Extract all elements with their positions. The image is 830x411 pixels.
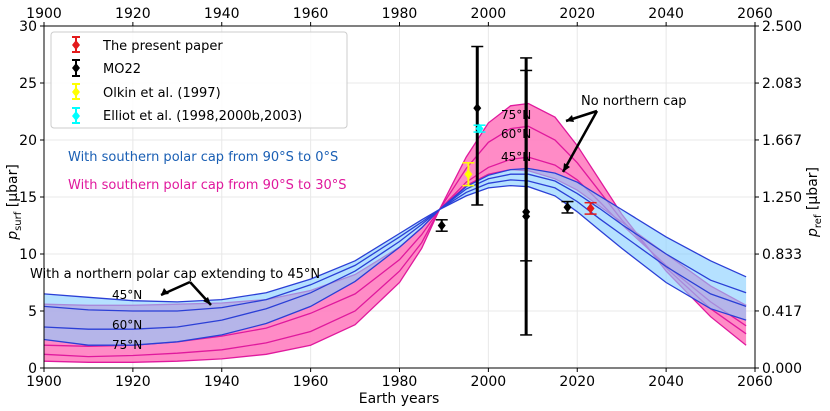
band-1-curve-upper bbox=[43, 167, 747, 303]
arrowhead-no-cap-upper bbox=[566, 115, 574, 122]
tick-label-x-top: 1960 bbox=[293, 6, 329, 22]
legend-marker-elliot bbox=[72, 111, 80, 121]
band-0-curve-75°N bbox=[43, 102, 747, 363]
tick-label-x-top: 1920 bbox=[115, 6, 151, 22]
tick-label-y-right: 0.833 bbox=[762, 247, 802, 263]
legend-marker-olkin bbox=[72, 87, 80, 97]
obs-marker-7 bbox=[475, 123, 484, 134]
annotation-north-cap: With a northern polar cap extending to 4… bbox=[30, 267, 320, 282]
y-left-label-sub: surf bbox=[13, 211, 24, 231]
y-right-label-main: p bbox=[805, 228, 821, 238]
y-right-label-sub: ref bbox=[813, 214, 824, 228]
annotation-arrows bbox=[160, 109, 599, 306]
tick-label-x-top: 1940 bbox=[204, 6, 240, 22]
y-left-label-unit: [µbar] bbox=[5, 164, 21, 212]
tick-label-x-bottom: 2020 bbox=[559, 374, 595, 390]
obs-marker-5 bbox=[586, 203, 595, 214]
label-75n-right: 75°N bbox=[501, 108, 531, 122]
legend-label-elliot: Elliot et al. (1998,2000b,2003) bbox=[103, 109, 302, 124]
y-right-label-unit: [µbar] bbox=[805, 167, 821, 215]
legend-marker-mo22 bbox=[72, 63, 80, 73]
tick-label-y-left: 30 bbox=[19, 19, 37, 35]
tick-label-x-bottom: 1960 bbox=[293, 374, 329, 390]
tick-label-x-top: 2060 bbox=[737, 6, 773, 22]
tick-label-y-left: 10 bbox=[19, 247, 37, 263]
obs-marker-0 bbox=[437, 220, 446, 231]
tick-label-x-top: 1980 bbox=[382, 6, 418, 22]
y-axis-left-label: psurf [µbar] bbox=[5, 164, 24, 241]
label-45n-left: 45°N bbox=[112, 288, 142, 302]
tick-label-y-left: 20 bbox=[19, 133, 37, 149]
model-bands bbox=[43, 102, 747, 363]
band-fill-1 bbox=[44, 168, 747, 346]
tick-label-x-bottom: 1900 bbox=[26, 374, 62, 390]
arrowhead-45n-right bbox=[203, 297, 211, 305]
tick-label-y-right: 0.000 bbox=[762, 361, 802, 377]
band-1-curve-45°N bbox=[43, 173, 747, 312]
obs-marker-3 bbox=[522, 211, 531, 222]
legend-entry-olkin: Olkin et al. (1997) bbox=[72, 83, 221, 101]
legend-box bbox=[50, 31, 348, 129]
tick-label-y-left: 5 bbox=[28, 304, 37, 320]
tick-label-y-right: 1.250 bbox=[762, 190, 802, 206]
tick-label-y-right: 1.667 bbox=[762, 133, 802, 149]
tick-label-y-left: 25 bbox=[19, 76, 37, 92]
tick-label-y-left: 0 bbox=[28, 361, 37, 377]
tick-label-x-bottom: 2040 bbox=[648, 374, 684, 390]
tick-label-x-top: 2020 bbox=[559, 6, 595, 22]
tick-label-y-right: 2.083 bbox=[762, 76, 802, 92]
tick-label-x-top: 1900 bbox=[26, 6, 62, 22]
legend: The present paper MO22 Olkin et al. (199… bbox=[50, 31, 348, 129]
y-axis-right-label: pref [µbar] bbox=[805, 167, 824, 238]
arrow-no-cap-lower bbox=[561, 110, 599, 173]
legend-label-olkin: Olkin et al. (1997) bbox=[103, 86, 221, 101]
label-75n-left: 75°N bbox=[112, 338, 142, 352]
band-1-curve-60°N bbox=[43, 179, 747, 330]
legend-marker-present bbox=[72, 40, 80, 50]
tick-label-x-bottom: 2000 bbox=[471, 374, 507, 390]
tick-label-x-bottom: 1920 bbox=[115, 374, 151, 390]
label-60n-right: 60°N bbox=[501, 127, 531, 141]
arrowhead-no-cap-lower bbox=[563, 163, 570, 172]
legend-entry-present-paper: The present paper bbox=[72, 36, 223, 54]
annotation-pink-band: With southern polar cap from 90°S to 30°… bbox=[68, 178, 346, 193]
x-axis-label: Earth years bbox=[359, 391, 440, 407]
y-left-label-main: p bbox=[5, 231, 21, 241]
curve-latitude-labels: 75°N 60°N 45°N 45°N 60°N 75°N bbox=[112, 108, 531, 352]
obs-marker-4 bbox=[563, 202, 572, 213]
tick-label-x-top: 2040 bbox=[648, 6, 684, 22]
legend-entry-mo22: MO22 bbox=[72, 59, 141, 77]
annotation-no-north-cap: No northern cap bbox=[581, 94, 687, 109]
tick-label-x-top: 2000 bbox=[471, 6, 507, 22]
obs-marker-6 bbox=[464, 169, 473, 180]
label-60n-left: 60°N bbox=[112, 318, 142, 332]
band-1-curve-75°N bbox=[43, 184, 747, 346]
arrowhead-45n-left bbox=[161, 288, 169, 295]
legend-entry-elliot: Elliot et al. (1998,2000b,2003) bbox=[72, 107, 302, 124]
axis-ticks: 1900 1900 1920 1920 1940 1940 1960 1960 1980 1980… bbox=[19, 6, 802, 390]
tick-label-y-left: 15 bbox=[19, 190, 37, 206]
tick-label-x-bottom: 1980 bbox=[382, 374, 418, 390]
tick-label-x-bottom: 2060 bbox=[737, 374, 773, 390]
legend-label-mo22: MO22 bbox=[103, 62, 141, 77]
legend-label-present: The present paper bbox=[102, 39, 223, 54]
obs-marker-1 bbox=[473, 103, 482, 114]
annotation-blue-band: With southern polar cap from 90°S to 0°S bbox=[68, 150, 338, 165]
label-45n-right: 45°N bbox=[501, 150, 531, 164]
observations bbox=[435, 45, 597, 336]
tick-label-x-bottom: 1940 bbox=[204, 374, 240, 390]
band-fill-0 bbox=[44, 103, 747, 363]
tick-label-y-right: 2.500 bbox=[762, 19, 802, 35]
tick-label-y-right: 0.417 bbox=[762, 304, 802, 320]
